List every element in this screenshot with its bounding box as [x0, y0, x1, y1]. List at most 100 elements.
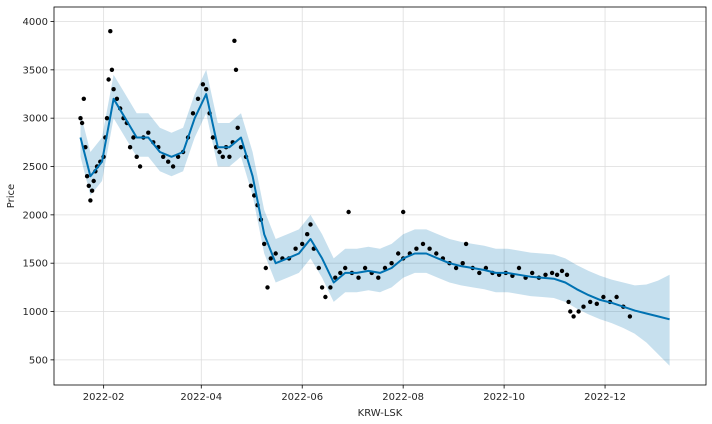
- observed-point: [134, 154, 139, 159]
- observed-point: [460, 261, 465, 266]
- observed-point: [200, 82, 206, 87]
- x-tick-label: 2022-02: [83, 392, 125, 403]
- observed-point: [564, 272, 570, 277]
- observed-point: [356, 275, 361, 280]
- observed-point: [210, 135, 216, 140]
- observed-point: [401, 209, 406, 215]
- grid: [54, 7, 706, 385]
- observed-point: [131, 135, 136, 140]
- observed-point: [137, 164, 143, 169]
- observed-point: [293, 246, 298, 251]
- observed-point: [81, 96, 87, 102]
- observed-point: [114, 96, 120, 102]
- observed-point: [106, 77, 111, 82]
- observed-point: [530, 270, 535, 276]
- observed-point: [108, 29, 113, 34]
- observed-point: [594, 301, 599, 306]
- uncertainty-interval: [80, 69, 670, 366]
- observed-point: [389, 261, 394, 266]
- observed-point: [338, 270, 343, 276]
- observed-point: [588, 299, 593, 305]
- observed-point: [262, 241, 267, 247]
- x-tick-label: 2022-08: [382, 392, 424, 403]
- observed-point: [79, 120, 85, 126]
- y-tick-label: 2000: [23, 210, 48, 221]
- observed-point: [83, 145, 88, 150]
- observed-point: [127, 145, 133, 150]
- observed-point: [382, 265, 388, 271]
- observed-point: [477, 270, 482, 276]
- observed-point: [516, 265, 522, 271]
- observed-points: [78, 29, 633, 319]
- observed-point: [576, 309, 581, 314]
- observed-point: [233, 67, 239, 73]
- y-tick-label: 500: [29, 355, 48, 366]
- observed-point: [111, 87, 116, 92]
- observed-point: [346, 209, 351, 215]
- observed-point: [319, 285, 325, 290]
- observed-point: [434, 251, 439, 256]
- observed-point: [614, 294, 619, 300]
- observed-point: [217, 149, 222, 155]
- observed-point: [265, 285, 270, 290]
- forecast-line: [79, 93, 670, 321]
- x-tick-label: 2022-06: [281, 392, 323, 403]
- observed-point: [238, 145, 244, 150]
- y-tick-label: 2500: [23, 162, 48, 173]
- observed-point: [175, 154, 181, 159]
- plot-frame: [53, 6, 707, 386]
- observed-point: [78, 116, 83, 121]
- forecast-series-line: [79, 93, 670, 321]
- observed-point: [235, 125, 240, 130]
- observed-point: [581, 304, 586, 309]
- observed-point: [305, 232, 310, 237]
- x-axis: 2022-02 2022-04 2022-06 2022-08 2022-10 2022-…: [83, 385, 626, 403]
- y-tick-label: 4000: [23, 17, 48, 28]
- observed-point: [232, 38, 237, 43]
- observed-point: [268, 256, 273, 261]
- observed-point: [316, 265, 321, 271]
- observed-point: [248, 183, 254, 188]
- observed-point: [146, 130, 151, 135]
- observed-point: [376, 275, 381, 280]
- observed-point: [170, 164, 176, 169]
- observed-point: [227, 154, 232, 159]
- observed-point: [566, 299, 571, 305]
- observed-point: [86, 183, 92, 188]
- observed-point: [601, 294, 606, 300]
- x-tick-label: 2022-10: [483, 392, 525, 403]
- observed-point: [627, 314, 633, 319]
- observed-point: [220, 154, 225, 159]
- observed-point: [88, 198, 93, 203]
- observed-point: [91, 178, 96, 184]
- x-axis-label: KRW-LSK: [358, 408, 403, 419]
- observed-point: [568, 309, 573, 314]
- observed-point: [308, 222, 313, 227]
- observed-point: [571, 314, 576, 319]
- y-tick-label: 1000: [23, 307, 48, 318]
- observed-point: [166, 159, 171, 164]
- observed-point: [543, 272, 548, 277]
- observed-point: [362, 265, 368, 271]
- observed-point: [559, 268, 565, 274]
- observed-point: [190, 111, 196, 116]
- observed-point: [414, 246, 419, 251]
- observed-point: [273, 251, 278, 256]
- observed-point: [420, 241, 426, 247]
- observed-point: [453, 265, 459, 271]
- x-tick-label: 2022-12: [584, 392, 626, 403]
- observed-point: [323, 294, 328, 300]
- observed-point: [427, 246, 432, 251]
- uncertainty-band: [80, 69, 670, 366]
- observed-point: [396, 251, 401, 256]
- observed-point: [161, 154, 166, 159]
- observed-point: [204, 87, 209, 92]
- observed-point: [109, 67, 115, 73]
- y-tick-label: 1500: [23, 259, 48, 270]
- observed-point: [333, 275, 338, 280]
- y-tick-label: 3500: [23, 65, 48, 76]
- observed-point: [463, 241, 469, 247]
- y-axis: 500 1000 1500 2000 2500 3000 3500 4000: [23, 17, 54, 366]
